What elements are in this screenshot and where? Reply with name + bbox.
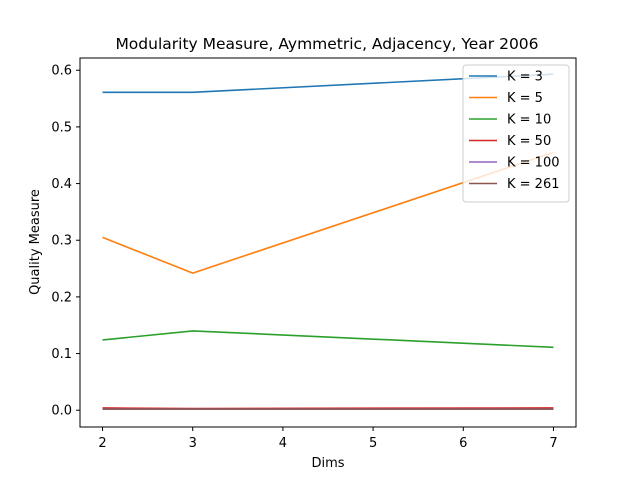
y-tick-label: 0.2 bbox=[51, 290, 72, 305]
legend-label: K = 10 bbox=[507, 113, 551, 128]
chart-title: Modularity Measure, Aymmetric, Adjacency… bbox=[115, 35, 538, 53]
x-tick-label: 4 bbox=[279, 436, 287, 451]
legend-label: K = 50 bbox=[507, 134, 551, 149]
x-tick-label: 6 bbox=[459, 436, 467, 451]
series-line bbox=[102, 330, 554, 349]
y-tick-label: 0.6 bbox=[51, 64, 72, 79]
y-tick-label: 0.0 bbox=[51, 404, 72, 419]
series-line bbox=[102, 73, 554, 94]
y-tick-label: 0.5 bbox=[51, 120, 72, 135]
legend-label: K = 261 bbox=[507, 177, 560, 192]
y-tick-label: 0.4 bbox=[51, 177, 72, 192]
legend-label: K = 100 bbox=[507, 156, 560, 171]
legend-label: K = 3 bbox=[507, 70, 543, 85]
plot-area-frame bbox=[79, 57, 577, 428]
x-tick-label: 5 bbox=[369, 436, 377, 451]
legend: K = 3 K = 5 K = 10 K = 50 K = 100 K = 261 bbox=[462, 64, 570, 203]
legend-label: K = 5 bbox=[507, 91, 543, 106]
x-tick-label: 2 bbox=[98, 436, 106, 451]
legend-box bbox=[462, 64, 570, 203]
y-axis-label: Quality Measure bbox=[28, 189, 43, 295]
x-tick-label: 3 bbox=[189, 436, 197, 451]
y-tick-label: 0.1 bbox=[51, 347, 72, 362]
series-line bbox=[102, 151, 554, 274]
x-axis-label: Dims bbox=[311, 456, 344, 471]
series-layer bbox=[102, 73, 554, 410]
x-tick-label: 7 bbox=[549, 436, 557, 451]
y-tick-label: 0.3 bbox=[51, 234, 72, 249]
y-axis-ticks: 0.0 0.1 0.2 0.3 0.4 0.5 0.6 bbox=[51, 64, 80, 419]
x-axis-ticks: 2 3 4 5 6 7 bbox=[98, 427, 558, 451]
